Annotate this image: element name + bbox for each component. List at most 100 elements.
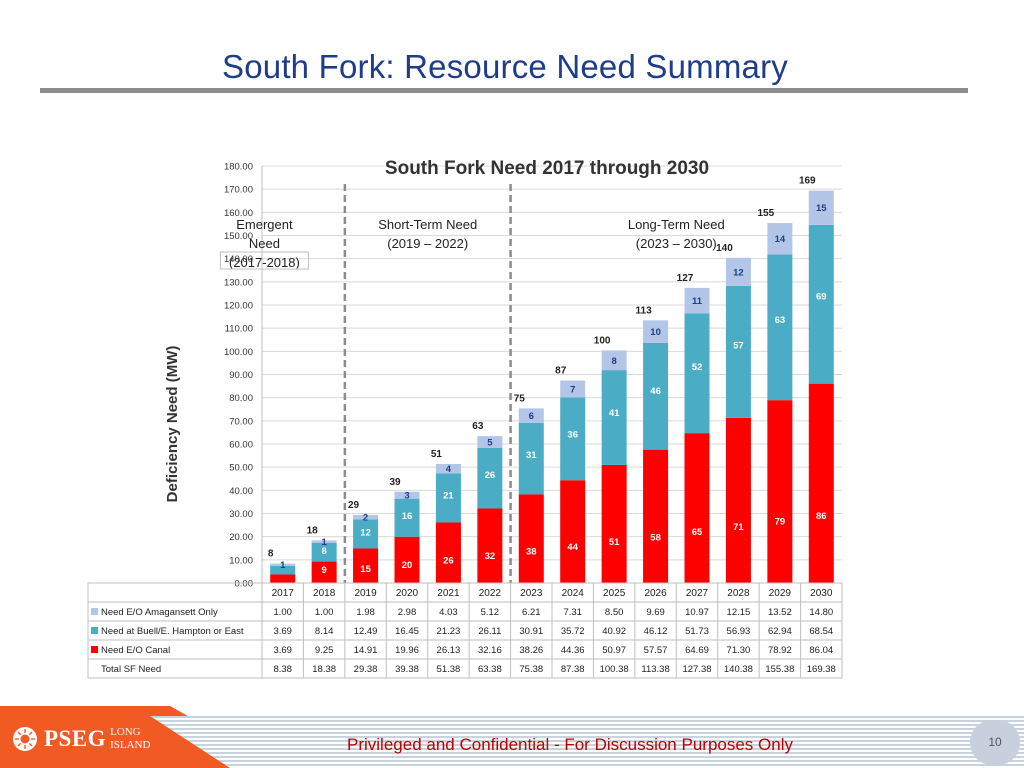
total-label: 75 [514,393,526,404]
total-label: 63 [472,421,484,432]
bar-segment-amagansett [560,380,586,398]
y-tick-label: 100.00 [224,347,253,358]
y-tick-label: 160.00 [224,208,253,219]
data-label-canal: 32 [485,551,496,562]
data-table: 2017 2018 2019 2020 2021 2022 2023 2024 2025 2026… [87,582,843,679]
table-cell: 1.98 [356,607,375,618]
data-label-amagansett: 14 [775,234,786,245]
bar-segment-canal [353,548,379,583]
footer: PSEG LONG ISLAND Privileged and Confiden… [0,706,1024,768]
table-cell: 9.25 [315,645,334,656]
data-label-buell: 8 [321,546,326,557]
table-cell: 63.38 [478,664,502,675]
table-cell: 8.38 [273,664,292,675]
x-tick-label: 2027 [686,588,709,599]
y-tick-label: 60.00 [229,440,253,451]
page-number: 10 [970,720,1020,765]
x-tick-label: 2022 [479,588,502,599]
bar-segment-canal [477,508,503,583]
x-tick-label: 2018 [313,588,336,599]
table-cell: 56.93 [727,626,751,637]
data-label-amagansett: 5 [487,438,493,449]
gridlines [262,165,842,584]
data-label-canal: 71 [733,522,744,533]
table-cell: 46.12 [644,626,668,637]
data-label-buell: 21 [443,490,454,501]
total-label: 155 [758,208,775,219]
data-label-buell: 52 [692,362,703,373]
table-cell: 3.69 [273,626,292,637]
stacked-bar-chart: 0.00 10.00 20.00 30.00 40.00 50.00 60.00 70.00 8… [87,158,843,679]
table-cell: 10.97 [685,607,709,618]
data-label-canal: 58 [650,532,661,543]
footer-stripes [150,716,1024,768]
table-cell: 100.38 [600,664,629,675]
data-label-canal: 44 [567,542,578,553]
bar-segment-canal [518,494,544,583]
table-cell: 14.80 [809,607,833,618]
bar-segment-canal [767,400,793,583]
table-cell: 1.00 [273,607,292,618]
x-tick-label: 2029 [769,588,792,599]
logo-line-2: ISLAND [110,739,151,751]
bar-segment-canal [684,433,710,583]
bar-segment-buell [643,342,669,450]
bar-segment-amagansett [684,287,710,314]
table-cell: 19.96 [395,645,419,656]
y-tick-label: 20.00 [229,532,253,543]
bar-segment-buell [684,313,710,434]
table-cell: 64.69 [685,645,709,656]
table-cell: 6.21 [522,607,541,618]
table-cell: 14.91 [354,645,378,656]
y-tick-label: 10.00 [229,555,253,566]
data-label-buell: 57 [733,340,744,351]
table-cell: 8.50 [605,607,624,618]
table-cell: 13.52 [768,607,792,618]
chart-title: South Fork Need 2017 through 2030 [385,158,709,179]
x-tick-label: 2017 [272,588,295,599]
phase-label: Long-Term Need [628,217,725,232]
x-tick-label: 2020 [396,588,419,599]
table-cell: 16.45 [395,626,419,637]
y-axis: 0.00 10.00 20.00 30.00 40.00 50.00 60.00 70.00 8… [224,162,263,590]
bar-segment-buell [270,565,296,575]
table-cell: 40.92 [602,626,626,637]
bar-segment-amagansett [725,257,751,286]
data-label-canal: 38 [526,547,537,558]
bar-segment-buell [311,542,337,562]
table-cell: 9.69 [646,607,665,618]
x-tick-label: 2026 [644,588,667,599]
total-label: 8 [268,549,274,560]
phase-label: (2019 – 2022) [387,236,468,251]
table-cell: 12.15 [727,607,751,618]
data-labels: 1898118151222920163392621451322656338316… [268,176,827,576]
table-cell: 39.38 [395,664,419,675]
legend-swatch-buell [91,627,98,634]
table-cell: 30.91 [519,626,543,637]
data-label-canal: 26 [443,556,454,567]
table-cell: 8.14 [315,626,334,637]
table-cell: 5.12 [481,607,500,618]
logo-brand: PSEG [44,726,107,751]
total-label: 140 [716,243,733,254]
total-label: 87 [555,366,567,377]
y-tick-label: 150.00 [224,231,253,242]
bar-segment-canal [643,449,669,583]
logo-line-1: LONG [110,726,141,738]
table-cell: 29.38 [354,664,378,675]
data-label-amagansett: 4 [446,464,452,475]
bar-segment-canal [560,480,586,583]
bar-segment-buell [477,448,503,509]
data-label-amagansett: 6 [529,411,534,422]
table-cell: 26.13 [437,645,461,656]
bars [270,190,834,583]
table-cell: 169.38 [807,664,836,675]
x-tick-label: 2025 [603,588,626,599]
data-label-amagansett: 8 [611,356,616,367]
x-tick-label: 2023 [520,588,543,599]
table-cell: 127.38 [682,664,711,675]
bar-segment-buell [353,519,379,549]
table-cell: 18.38 [312,664,336,675]
table-cell: 68.54 [809,626,833,637]
data-label-buell: 36 [567,430,578,441]
